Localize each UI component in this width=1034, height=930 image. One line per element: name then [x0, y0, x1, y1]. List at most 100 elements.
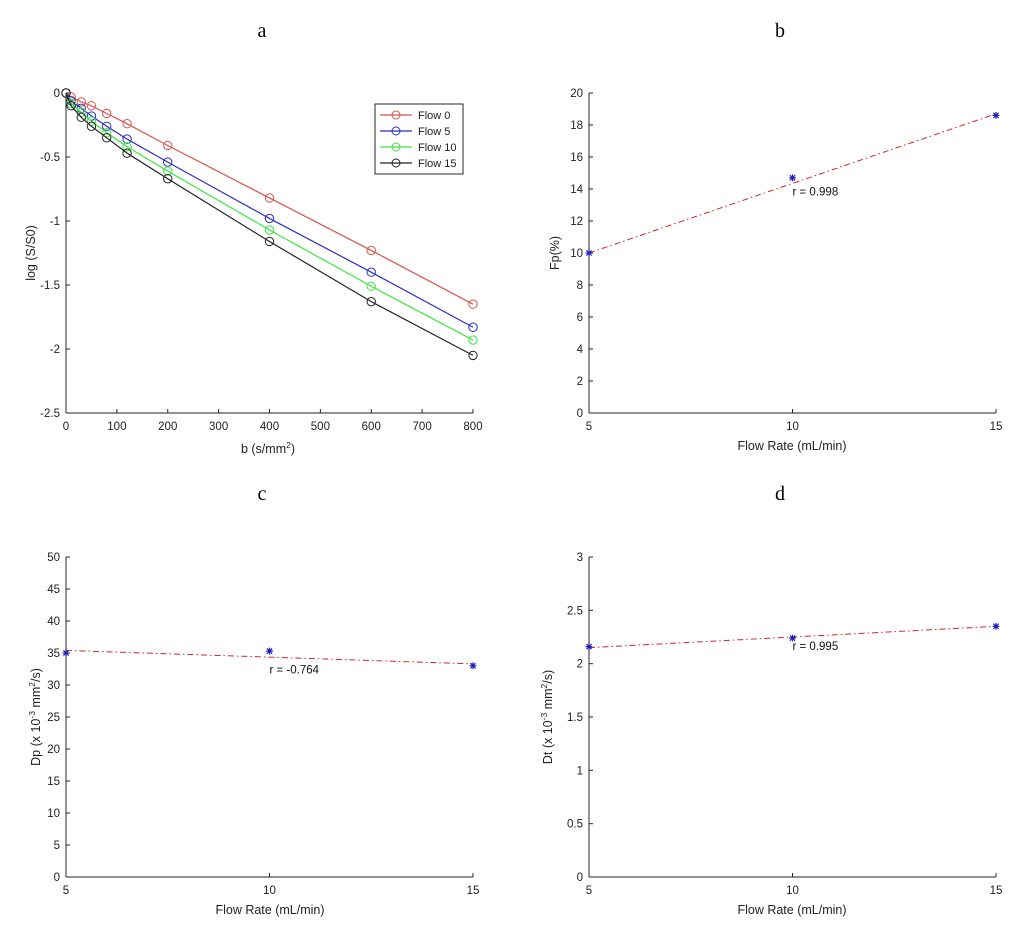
panel-c-y-tick-label: 50 — [47, 552, 60, 564]
series-flow-5-point — [86, 111, 97, 121]
series-flow-0-point — [468, 299, 478, 309]
panel-d-ylabel-end: /s) — [541, 670, 555, 684]
panel-d-data-point — [585, 643, 593, 650]
panel-c-x-tick-label: 5 — [63, 885, 69, 897]
panel-c-ylabel-main: Dp (x 10 — [29, 719, 43, 766]
panel-a-x-tick-label: 800 — [463, 421, 482, 433]
panel-a-y-tick-label: -0.5 — [40, 152, 60, 164]
asterisk-stroke — [992, 112, 1000, 119]
panel-d-y-tick-label: 3 — [577, 552, 583, 564]
series-flow-0-point — [86, 101, 97, 111]
series-flow-5-point — [366, 267, 376, 277]
panel-d-y-tick-label: 1.5 — [567, 712, 583, 724]
panel-b-y-tick-label: 16 — [570, 152, 583, 164]
panel-c-x-tick-label: 10 — [263, 885, 276, 897]
panel-a-title: a — [258, 20, 267, 42]
panel-a-y-tick-label: -2 — [50, 344, 60, 356]
panel-c-y-tick-label: 20 — [47, 744, 60, 756]
panel-d-ylabel-sup2: 2 — [539, 683, 549, 688]
panel-a-x-tick-label: 600 — [362, 421, 381, 433]
panel-a-x-tick-label: 100 — [107, 421, 126, 433]
panel-d-ylabel: Dt (x 10-3 mm2/s) — [539, 670, 555, 764]
panel-c-y-tick-label: 0 — [54, 872, 60, 884]
panel-c-data-point — [62, 649, 70, 657]
series-flow-15-point — [66, 101, 76, 111]
panel-b-title: b — [775, 20, 785, 42]
series-flow-15-point — [264, 236, 275, 247]
panel-a-x-tick-label: 700 — [413, 421, 432, 433]
series-flow-10-point — [264, 225, 275, 235]
series-flow-5-point — [264, 213, 275, 224]
panel-b-y-tick-label: 10 — [570, 248, 583, 260]
panel-b-y-tick-label: 6 — [577, 312, 583, 324]
panel-b-x-tick-label: 10 — [786, 421, 799, 433]
series-flow-0-point — [76, 97, 86, 107]
panel-b-data-point — [585, 249, 593, 257]
panel-d-y-tick-label: 0 — [577, 872, 583, 884]
legend-entry-label: Flow 5 — [418, 126, 450, 138]
asterisk-stroke — [992, 623, 1000, 630]
panel-d-ylabel-tail: mm — [541, 688, 555, 712]
panel-d-r-annotation: r = 0.995 — [793, 641, 839, 653]
panel-c-xlabel: Flow Rate (mL/min) — [215, 903, 324, 917]
panel-c-y-tick-label: 45 — [47, 584, 60, 596]
legend-box — [374, 103, 464, 175]
panel-a-y-tick-label: -2.5 — [40, 408, 60, 420]
panel-a-xlabel: b (s/mm2) — [241, 440, 295, 456]
panel-b-y-tick-label: 2 — [577, 376, 583, 388]
panel-c-ylabel: Dp (x 10-3 mm2/s) — [27, 668, 43, 766]
panel-a-x-tick-label: 300 — [209, 421, 228, 433]
legend-entry-label: Flow 15 — [418, 158, 457, 170]
panel-c-ylabel-end: /s) — [29, 668, 43, 682]
panel-a-y-tick-label: -1.5 — [40, 280, 60, 292]
series-flow-10-point — [66, 98, 76, 108]
panel-d-ylabel-main: Dt (x 10 — [541, 720, 555, 764]
panel-d-title: d — [775, 483, 785, 505]
panel-c-x-tick-label: 15 — [467, 885, 480, 897]
series-flow-0-point — [264, 193, 275, 203]
series-flow-5-point — [163, 157, 173, 167]
series-flow-15-point — [61, 88, 71, 98]
legend-swatch-marker — [391, 158, 401, 168]
panel-a-x-tick-label: 500 — [311, 421, 330, 433]
panel-a-x-tick-label: 0 — [63, 421, 69, 433]
panel-c-data-point — [469, 662, 477, 670]
series-flow-10-point — [86, 116, 97, 126]
panel-b-xlabel: Flow Rate (mL/min) — [737, 439, 846, 453]
panel-b-y-tick-label: 18 — [570, 120, 583, 132]
series-flow-15-line — [65, 92, 474, 356]
panel-b-y-tick-label: 14 — [570, 184, 583, 196]
legend-swatch-marker — [391, 110, 401, 120]
panel-c-y-tick-label: 35 — [47, 648, 60, 660]
series-flow-0-point — [122, 119, 132, 129]
asterisk-stroke — [585, 643, 593, 650]
series-flow-10-point — [163, 166, 173, 176]
panel-b-x-tick-label: 5 — [586, 421, 592, 433]
panel-a-ylabel: log (S/S0) — [24, 225, 38, 281]
panel-b-fit-line — [588, 113, 997, 254]
series-flow-10-point — [366, 281, 376, 291]
panel-b-plot: 5 10 15 0 2 4 6 8 10 12 14 16 18 20 r = 0.998 — [570, 88, 1002, 433]
panel-a-y-tick-label: -1 — [50, 216, 60, 228]
panel-a-plot: 0 100 200 300 400 500 600 700 800 -2.5 -2 -1.5 -1 -0.… — [40, 88, 482, 433]
series-flow-15-point — [468, 350, 478, 361]
panel-a-xlabel-main: b (s/mm — [241, 442, 286, 456]
series-flow-10-point — [122, 142, 132, 152]
panel-a-xlabel-sup: 2 — [286, 440, 291, 450]
panel-b-y-tick-label: 12 — [570, 216, 583, 228]
panel-c-r-annotation: r = -0.764 — [270, 664, 320, 676]
series-flow-5-line — [65, 92, 474, 328]
panel-d-y-tick-label: 1 — [577, 765, 583, 777]
panel-c-y-tick-label: 25 — [47, 712, 60, 724]
panel-d-data-point — [789, 634, 796, 642]
asterisk-stroke — [469, 662, 477, 669]
series-flow-10-point — [468, 335, 478, 345]
panel-c-fit-line — [65, 649, 474, 665]
panel-d-x-tick-label: 15 — [990, 885, 1003, 897]
legend-swatch-marker — [391, 126, 401, 136]
panel-a-xlabel-tail: ) — [291, 442, 295, 456]
legend-entry-label: Flow 0 — [418, 110, 450, 122]
panel-a-y-tick-label: 0 — [54, 88, 60, 100]
series-flow-15-point — [163, 174, 173, 184]
